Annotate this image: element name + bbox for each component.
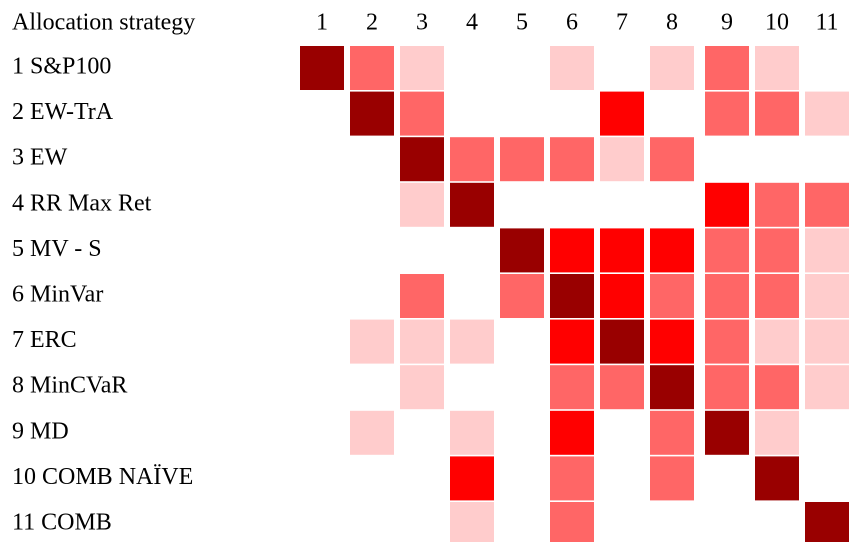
cell	[450, 182, 494, 227]
cell	[600, 365, 644, 410]
cell	[705, 365, 749, 410]
cell	[755, 91, 799, 136]
cell	[705, 46, 749, 90]
cell	[450, 456, 494, 501]
column-label: 11	[815, 10, 838, 36]
row-label: 2 EW-TrA	[12, 99, 114, 125]
cell	[550, 456, 594, 501]
cell	[650, 274, 694, 318]
cell	[805, 228, 849, 273]
row-label: 3 EW	[12, 145, 68, 171]
column-label: 10	[765, 10, 789, 36]
cell	[550, 502, 594, 542]
cell	[805, 319, 849, 364]
cell	[805, 502, 849, 542]
cell	[450, 410, 494, 455]
cell	[350, 46, 394, 90]
cell	[350, 319, 394, 364]
cell	[705, 319, 749, 364]
chart-title: Allocation strategy	[12, 10, 195, 36]
cell	[600, 137, 644, 182]
cell	[600, 91, 644, 136]
row-label: 4 RR Max Ret	[12, 190, 152, 216]
row-label: 9 MD	[12, 418, 69, 444]
row-label: 10 COMB NAÏVE	[12, 464, 193, 490]
cell	[550, 319, 594, 364]
column-label: 2	[366, 10, 378, 36]
cell	[805, 274, 849, 318]
cell	[550, 46, 594, 90]
cell	[550, 410, 594, 455]
cell	[600, 274, 644, 318]
cell	[500, 228, 544, 273]
cell	[450, 137, 494, 182]
row-label: 6 MinVar	[12, 282, 103, 308]
row-label: 7 ERC	[12, 327, 77, 353]
cell	[705, 274, 749, 318]
cell	[500, 137, 544, 182]
cell	[650, 46, 694, 90]
cell	[755, 182, 799, 227]
cell	[600, 319, 644, 364]
cell	[450, 319, 494, 364]
cell	[550, 274, 594, 318]
cell	[650, 319, 694, 364]
column-label: 7	[616, 10, 628, 36]
cell	[705, 410, 749, 455]
cell	[400, 137, 444, 182]
cell	[705, 228, 749, 273]
cell	[805, 91, 849, 136]
cell	[805, 182, 849, 227]
cell	[350, 91, 394, 136]
cell	[400, 46, 444, 90]
cell	[550, 365, 594, 410]
cell	[650, 456, 694, 501]
cell	[400, 365, 444, 410]
cell	[300, 46, 344, 90]
cell	[400, 182, 444, 227]
cell	[755, 456, 799, 501]
row-label: 1 S&P100	[12, 54, 111, 80]
cell	[755, 228, 799, 273]
cell	[600, 228, 644, 273]
cell	[705, 91, 749, 136]
cell	[400, 319, 444, 364]
row-label: 11 COMB	[12, 510, 112, 536]
column-label: 6	[566, 10, 578, 36]
cell	[650, 228, 694, 273]
cell	[755, 410, 799, 455]
cell	[550, 137, 594, 182]
cell	[755, 365, 799, 410]
row-label: 8 MinCVaR	[12, 373, 127, 399]
cell	[755, 274, 799, 318]
cell	[400, 274, 444, 318]
column-label: 5	[516, 10, 528, 36]
cell	[400, 91, 444, 136]
cell	[705, 182, 749, 227]
row-label: 5 MV - S	[12, 236, 102, 262]
cell	[805, 365, 849, 410]
cell	[500, 274, 544, 318]
cell	[755, 46, 799, 90]
column-label: 4	[466, 10, 478, 36]
cell	[650, 410, 694, 455]
column-label: 3	[416, 10, 428, 36]
column-label: 8	[666, 10, 678, 36]
cell	[550, 228, 594, 273]
cell	[650, 137, 694, 182]
cell	[650, 365, 694, 410]
cell	[450, 502, 494, 542]
cell	[755, 319, 799, 364]
column-label: 1	[316, 10, 328, 36]
cell	[350, 410, 394, 455]
column-label: 9	[721, 10, 733, 36]
